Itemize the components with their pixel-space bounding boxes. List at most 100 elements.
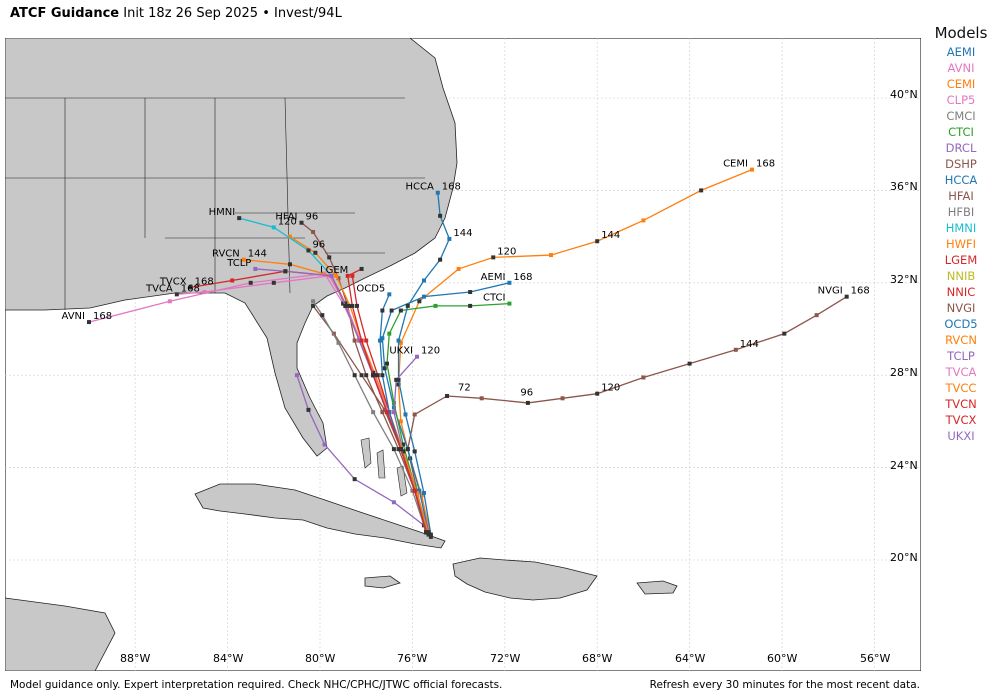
legend-title: Models: [934, 24, 988, 42]
bahamas: [360, 437, 408, 497]
track-point: [398, 340, 403, 345]
track-point: [378, 338, 383, 343]
track-label: TCLP: [226, 258, 251, 269]
legend-item-ukxi: UKXI: [947, 429, 975, 443]
track-point: [334, 273, 339, 278]
track-point: [380, 308, 385, 313]
track-point: [421, 278, 426, 283]
init-time: Init 18z 26 Sep 2025: [123, 6, 259, 21]
lon-tick: 76°W: [397, 652, 427, 665]
track-point: [391, 410, 396, 415]
track-line: [289, 236, 430, 535]
track-point: [380, 410, 385, 415]
lat-tick: 40°N: [890, 88, 918, 101]
track-point: [412, 412, 417, 417]
track-point: [415, 354, 420, 359]
track-point: [507, 301, 512, 306]
track-label: HCCA: [405, 182, 433, 193]
track-point: [426, 532, 431, 537]
track-hfai[interactable]: HFAI 96: [275, 212, 429, 535]
lat-tick: 28°N: [890, 366, 918, 379]
track-label: AEMI: [481, 272, 506, 283]
tau-label: 120: [497, 246, 516, 257]
lon-tick: 64°W: [675, 652, 705, 665]
track-point: [401, 449, 406, 454]
track-point: [389, 308, 394, 313]
legend-item-tvcx: TVCX: [945, 413, 977, 427]
track-point: [417, 299, 422, 304]
track-point: [844, 294, 849, 299]
track-point: [341, 301, 346, 306]
track-point: [387, 292, 392, 297]
track-point: [412, 449, 417, 454]
tau-label: 168: [181, 283, 200, 294]
track-aemi[interactable]: AEMI 168: [380, 272, 533, 535]
track-map[interactable]: CEMI 120 144 168 NVGI 72 96 120 144 168 AEMI 168 CTC…: [5, 38, 921, 671]
track-point: [322, 442, 327, 447]
track-label: HMNI: [209, 207, 236, 218]
track-line: [386, 302, 510, 531]
track-point: [433, 303, 438, 308]
tau-label: 144: [453, 228, 472, 239]
track-point: [384, 361, 389, 366]
track-point: [343, 303, 348, 308]
tau-label: 168: [756, 159, 775, 170]
track-point: [345, 303, 350, 308]
track-point: [202, 290, 207, 295]
legend-items: AEMI AVNI CEMI CLP5 CMCI CTCI DRCL DSHP HCCA HFAI…: [926, 44, 996, 444]
track-point: [271, 280, 276, 285]
page-title: ATCF Guidance Init 18z 26 Sep 2025 • Inv…: [10, 6, 342, 21]
track-point: [421, 491, 426, 496]
track-point: [380, 336, 385, 341]
track-point: [287, 262, 292, 267]
legend-item-tvca: TVCA: [945, 365, 977, 379]
track-label: CEMI: [723, 159, 748, 170]
track-point: [468, 290, 473, 295]
track-point: [382, 407, 387, 412]
track-ctci[interactable]: CTCI: [384, 293, 512, 532]
track-point: [167, 299, 172, 304]
tau-label: 168: [851, 286, 870, 297]
legend-item-rvcn: RVCN: [945, 333, 977, 347]
track-point: [87, 320, 91, 325]
track-point: [549, 253, 553, 258]
storm-name: Invest/94L: [274, 6, 342, 21]
track-point: [294, 373, 299, 378]
track-point: [336, 340, 341, 345]
track-point: [359, 373, 364, 378]
track-point: [403, 412, 408, 417]
track-point: [350, 303, 355, 308]
track-point: [391, 400, 396, 405]
track-point: [405, 447, 410, 452]
track-point: [352, 338, 357, 343]
yucatan: [5, 597, 116, 671]
track-point: [384, 407, 389, 412]
track-point: [357, 338, 362, 343]
track-point: [359, 266, 364, 271]
track-point: [507, 280, 512, 285]
track-point: [373, 373, 378, 378]
hispaniola: [452, 557, 598, 601]
track-point: [391, 447, 396, 452]
refresh-note: Refresh every 30 minutes for the most re…: [649, 679, 920, 691]
model-tracks[interactable]: CEMI 120 144 168 NVGI 72 96 120 144 168 AEMI 168 CTC…: [62, 159, 870, 539]
track-point: [391, 500, 396, 505]
tau-label: 144: [601, 230, 620, 241]
track-point: [364, 373, 369, 378]
track-hcca[interactable]: HCCA 144 168: [396, 182, 473, 537]
track-point: [421, 294, 426, 299]
track-nvgi[interactable]: NVGI 72 96 120 144 168: [405, 286, 870, 535]
track-point: [359, 338, 364, 343]
lon-tick: 72°W: [490, 652, 520, 665]
track-tvcn[interactable]: [345, 266, 429, 535]
tau-label: 120: [278, 216, 297, 227]
track-point: [525, 400, 530, 405]
tau-label: 96: [306, 212, 319, 223]
legend-item-cemi: CEMI: [946, 77, 976, 91]
track-point: [188, 285, 193, 290]
track-point: [271, 225, 276, 230]
track-point: [336, 276, 341, 281]
track-point: [438, 213, 443, 218]
jamaica: [364, 575, 401, 589]
track-point: [424, 530, 429, 535]
